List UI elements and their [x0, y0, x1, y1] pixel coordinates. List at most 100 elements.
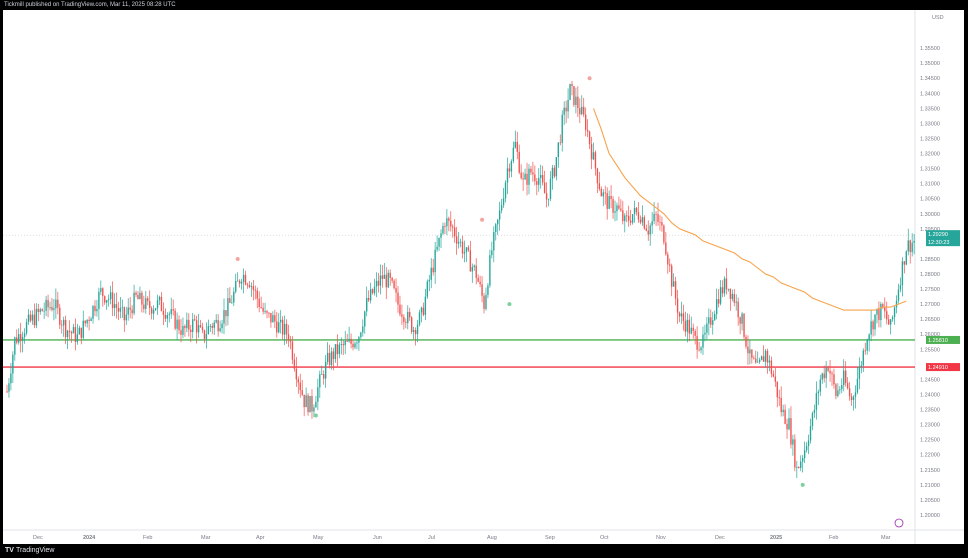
candle-body [758, 359, 761, 362]
candle-body [401, 314, 403, 317]
candle-body [102, 288, 104, 297]
candle-body [479, 281, 481, 285]
y-tick-label: 1.29500 [920, 227, 940, 233]
candle-body [10, 373, 12, 384]
candle-body [410, 317, 413, 333]
candle-body [891, 317, 894, 320]
candle-body [137, 294, 139, 300]
candle-body [536, 181, 538, 185]
candle-body [94, 305, 96, 312]
candle-body [356, 342, 358, 344]
y-tick-label: 1.21500 [920, 468, 940, 474]
candle-body [39, 309, 41, 313]
candle-body [655, 213, 657, 215]
candle-body [790, 418, 792, 445]
candle-body [385, 274, 387, 288]
candle-body [21, 337, 24, 341]
candle-body [215, 320, 217, 323]
candle-body [712, 320, 714, 325]
candle-body [717, 299, 720, 304]
candle-body [631, 214, 634, 223]
last-price-label: 1.29290 [928, 232, 948, 238]
candle-body [682, 313, 685, 322]
candle-body [307, 395, 309, 413]
candle-body [784, 409, 786, 425]
chart-panel[interactable]: USD 1.35500 1.35000 1.34500 1.34000 1.33500 1.… [3, 10, 964, 544]
candle-body [362, 326, 364, 333]
candle-body [721, 287, 724, 294]
candle-body [755, 358, 757, 363]
y-tick-label: 1.32000 [920, 152, 940, 158]
candle-body [311, 396, 313, 412]
candle-body [737, 301, 739, 318]
candle-body [199, 325, 202, 327]
candle-body [145, 298, 147, 309]
support-price-tag [926, 335, 960, 344]
candle-body [428, 279, 430, 282]
candle-body [51, 307, 53, 310]
candle-body [708, 317, 710, 324]
candle-body [856, 378, 859, 393]
candle-body [235, 280, 237, 292]
candle-body [825, 367, 827, 379]
candle-body [57, 299, 59, 308]
candle-body [854, 392, 857, 397]
candle-body [588, 131, 591, 144]
candle-body [324, 361, 327, 379]
candle-body [367, 297, 370, 301]
candle-body [446, 218, 448, 227]
candle-body [661, 222, 663, 226]
candle-body [426, 281, 429, 297]
candle-body [340, 344, 343, 345]
candle-body [602, 192, 604, 197]
candle-body [688, 319, 690, 334]
candle-body [843, 370, 845, 386]
candle-body [606, 193, 608, 209]
candle-body [751, 349, 753, 358]
candle-body [653, 213, 655, 222]
candle-body [901, 261, 904, 286]
candle-body [186, 319, 188, 329]
candle-body [561, 114, 563, 143]
y-tick-label: 1.27500 [920, 287, 940, 293]
candle-body [541, 175, 544, 183]
candle-body [895, 300, 898, 308]
candle-body [72, 327, 75, 334]
lightning-icon [894, 518, 904, 528]
candle-body [330, 351, 333, 365]
candle-body [469, 250, 472, 272]
y-tick-label: 1.30000 [920, 212, 940, 218]
candle-body [905, 251, 907, 265]
price-chart[interactable]: USD 1.35500 1.35000 1.34500 1.34000 1.33500 1.… [3, 10, 964, 544]
candle-body [8, 383, 10, 392]
candle-body [129, 307, 131, 310]
candle-body [727, 288, 730, 290]
candle-body [123, 307, 125, 321]
candle-body [18, 334, 20, 343]
candle-body [676, 298, 679, 313]
candle-body [285, 323, 288, 335]
candle-body [569, 83, 571, 100]
candle-body [246, 284, 249, 286]
candle-body [188, 319, 190, 330]
publish-caption: Tickmill published on TradingView.com, M… [4, 2, 176, 8]
candle-body [667, 254, 669, 265]
candle-body [131, 309, 133, 314]
x-tick-label: Apr [256, 535, 265, 541]
candle-body [467, 247, 470, 251]
candle-body [612, 199, 614, 213]
candle-body [344, 341, 346, 346]
candle-body [815, 393, 818, 410]
candle-body [841, 385, 843, 390]
candle-body [389, 272, 391, 278]
y-tick-label: 1.23000 [920, 423, 940, 429]
tradingview-logo-text: TradingView [15, 547, 55, 554]
candle-body [481, 284, 483, 296]
candle-body [559, 142, 561, 144]
candle-body [289, 340, 292, 342]
candle-body [502, 198, 505, 206]
candle-body [297, 379, 299, 383]
candle-body [70, 332, 73, 334]
tradingview-logo[interactable]: TV TradingView [5, 546, 54, 556]
resistance-price-label: 1.24910 [928, 365, 948, 371]
